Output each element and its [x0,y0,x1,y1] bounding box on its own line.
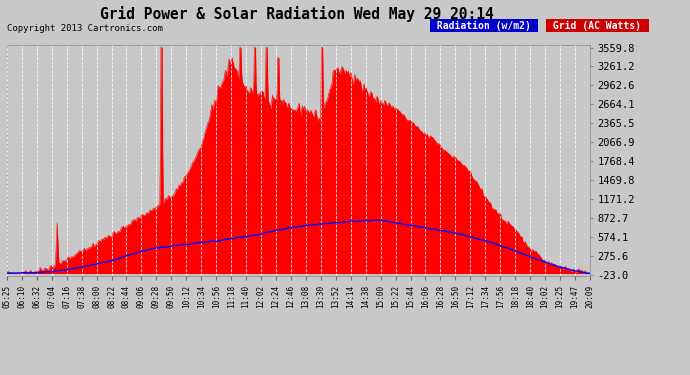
Text: Grid Power & Solar Radiation Wed May 29 20:14: Grid Power & Solar Radiation Wed May 29 … [100,6,493,22]
Text: Grid (AC Watts): Grid (AC Watts) [547,21,647,31]
Text: Copyright 2013 Cartronics.com: Copyright 2013 Cartronics.com [7,24,163,33]
Text: Radiation (w/m2): Radiation (w/m2) [431,21,537,31]
